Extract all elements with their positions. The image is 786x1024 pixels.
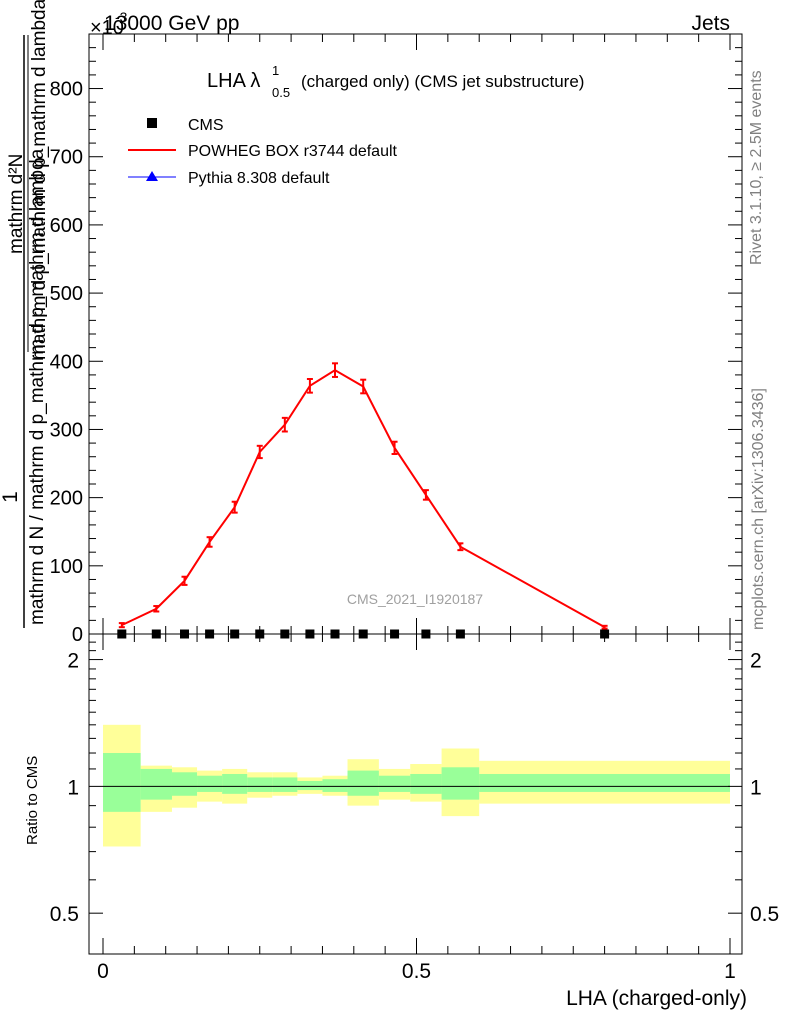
y-label-numerator: 1 — [0, 491, 22, 503]
y-label-inner-numerator: mathrm d²N — [6, 154, 27, 254]
x-tick-label: 1 — [724, 960, 736, 983]
plot-title: LHA λ 1 0.5 (charged only) (CMS jet subs… — [207, 63, 584, 100]
ratio-y-axis: 0.5 0.5 1 1 2 2 — [50, 641, 779, 926]
main-y-tick-label: 300 — [50, 419, 83, 441]
ratio-y-tick-label-right: 0.5 — [750, 903, 779, 926]
legend-label-cms: CMS — [188, 117, 224, 134]
rivet-version-label: Rivet 3.1.10, ≥ 2.5M events — [748, 70, 765, 265]
ratio-y-tick-label: 0.5 — [50, 903, 79, 926]
ratio-band-green — [410, 773, 442, 794]
main-y-axis-label: 1 mathrm d N / mathrm d p_mathrm d p_mat… — [0, 0, 50, 628]
ratio-x-axis: 0 0.5 1 — [97, 634, 736, 983]
plot-title-sub: 0.5 — [272, 85, 290, 100]
main-y-tick-label: 800 — [50, 79, 83, 101]
powheg-line — [121, 368, 606, 629]
y-label-denominator: mathrm d N / mathrm d p_mathrm d p_mathr… — [27, 148, 48, 625]
ratio-band-green — [441, 767, 480, 800]
ratio-band-green — [197, 775, 223, 792]
legend-item-powheg: POWHEG BOX r3744 default — [128, 143, 398, 160]
plot-title-rest: (charged only) (CMS jet substructure) — [301, 72, 584, 91]
ratio-band-green — [140, 768, 172, 800]
ratio-band-green — [347, 770, 379, 796]
process-label: Jets — [691, 12, 730, 35]
legend-item-cms: CMS — [147, 117, 224, 134]
ratio-band-green — [297, 780, 323, 791]
main-y-tick-label: 500 — [50, 283, 83, 305]
ratio-bands — [103, 724, 730, 847]
main-y-tick-label: 0 — [72, 624, 83, 646]
legend-marker-square — [147, 118, 157, 128]
ratio-band-green — [479, 773, 730, 792]
energy-label: 13000 GeV pp — [104, 12, 239, 35]
ratio-band-green — [171, 772, 198, 796]
ratio-y-tick-label: 2 — [67, 650, 79, 673]
legend-marker-triangle — [146, 171, 158, 181]
plot-title-sup: 1 — [272, 63, 279, 78]
x-axis-label: LHA (charged-only) — [566, 987, 747, 1010]
legend: CMS POWHEG BOX r3744 default Pythia 8.30… — [128, 117, 398, 187]
ratio-plot: 0.5 0.51 12 2 0 0.5 1 Ratio to CMS LHA (charg… — [24, 633, 779, 1010]
main-y-tick-label: 700 — [50, 147, 83, 169]
legend-label-powheg: POWHEG BOX r3744 default — [188, 143, 398, 160]
main-y-tick-label: 200 — [50, 488, 83, 510]
main-plot-frame — [88, 33, 743, 635]
ratio-band-green — [103, 753, 141, 812]
legend-item-pythia: Pythia 8.308 default — [128, 170, 330, 187]
main-y-tick-label: 400 — [50, 351, 83, 373]
main-y-axis: 0 100 200 300 400 500 600 700 800 — [50, 47, 742, 646]
legend-label-pythia: Pythia 8.308 default — [188, 170, 330, 187]
main-y-tick-label: 100 — [50, 556, 83, 578]
x-tick-label: 0 — [97, 960, 109, 983]
y-exponent-power: -3 — [115, 9, 128, 25]
ratio-band-green — [272, 777, 298, 792]
ratio-y-tick-label-right: 1 — [750, 776, 762, 799]
ratio-band-green — [247, 777, 273, 792]
ratio-plot-frame — [88, 633, 743, 955]
main-y-tick-label: 600 — [50, 215, 83, 237]
ratio-band-green — [322, 779, 348, 792]
mcplots-label: mcplots.cern.ch [arXiv:1306.3436] — [750, 388, 767, 630]
y-label-inner-denominator: mathrm d p_mathrm d p_mathrm d lambda — [29, 0, 50, 360]
ratio-y-tick-label: 1 — [67, 776, 79, 799]
ratio-y-axis-label: Ratio to CMS — [24, 756, 41, 845]
watermark: CMS_2021_I1920187 — [347, 591, 483, 607]
ratio-y-tick-label-right: 2 — [750, 650, 762, 673]
ratio-band-green — [378, 775, 411, 792]
ratio-band-green — [222, 773, 248, 794]
plot-title-main: LHA λ — [207, 70, 260, 92]
x-tick-label: 0.5 — [402, 960, 431, 983]
